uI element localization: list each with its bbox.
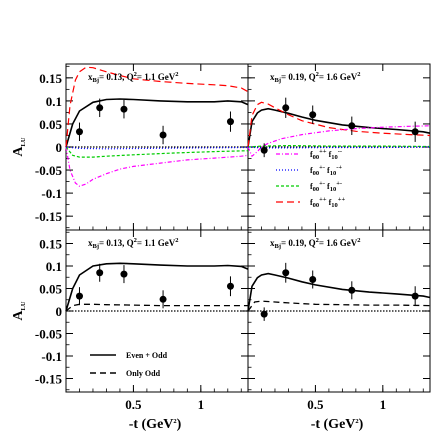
series-line (247, 125, 431, 158)
legend-label: f00++ f10++ (310, 196, 345, 209)
data-point (348, 286, 356, 294)
x-tick-label: 1 (380, 397, 387, 412)
data-point (75, 128, 83, 136)
y-tick-label: 0.15 (39, 237, 62, 252)
y-tick-label: 0.1 (46, 259, 62, 274)
y-axis-label: ALU (11, 301, 27, 320)
series-line (65, 262, 249, 312)
x-tick-label: 0.5 (307, 397, 324, 412)
data-point (309, 276, 317, 283)
series-line (247, 146, 431, 149)
y-tick-label: 0.05 (39, 282, 62, 297)
series-line (247, 272, 431, 312)
data-point (411, 128, 419, 136)
y-tick-label: -0.05 (35, 163, 63, 178)
data-point (75, 292, 83, 300)
data-point (159, 131, 167, 139)
series-line (65, 303, 248, 312)
panel-bottom-right: xBj= 0.19, Q2= 1.6 GeV2 (247, 230, 431, 392)
y-tick-label: 0.1 (46, 94, 62, 109)
legend-label: f00+- f10+- (310, 180, 342, 193)
data-point (282, 269, 290, 277)
x-tick-label: 1 (198, 397, 205, 412)
x-axis-label: -t (GeV2) (129, 417, 182, 432)
data-point (309, 111, 317, 119)
x-axis-label: -t (GeV2) (311, 417, 364, 432)
y-tick-label: -0.1 (41, 186, 62, 201)
data-point (226, 118, 234, 126)
y-tick-label: -0.15 (35, 372, 63, 387)
y-axis-label: ALU (11, 137, 27, 156)
panel-top-right: xBj= 0.19, Q2= 1.6 GeV2 f00++ f10-- f00+- … (247, 64, 431, 230)
legend-label: Only Odd (126, 369, 161, 378)
series-line (65, 66, 249, 148)
series-line (247, 144, 431, 148)
series-line (65, 98, 249, 148)
panel-annotation: xBj= 0.19, Q2= 1.6 GeV2 (270, 71, 361, 84)
data-point (159, 295, 167, 303)
series-line (247, 300, 431, 312)
series-line (65, 146, 249, 187)
legend-label: f00+- f10-+ (310, 164, 342, 177)
y-tick-label: 0 (56, 140, 63, 155)
y-tick-label: -0.1 (41, 349, 62, 364)
y-tick-label: 0.05 (39, 117, 62, 132)
data-point (120, 270, 128, 278)
y-tick-label: 0.15 (39, 71, 62, 86)
data-point (96, 269, 104, 277)
data-point (348, 122, 356, 130)
series-line (247, 107, 431, 148)
data-point (260, 310, 268, 318)
panel-annotation: xBj= 0.13, Q2= 1.1 GeV2 (88, 71, 179, 84)
panel-bottom-left: xBj= 0.13, Q2= 1.1 GeV2 Even + Odd Only Od… (65, 230, 249, 392)
panel-annotation: xBj= 0.13, Q2= 1.1 GeV2 (88, 237, 179, 250)
data-point (260, 146, 268, 154)
data-point (411, 292, 419, 300)
y-tick-label: -0.05 (35, 327, 63, 342)
data-point (226, 282, 234, 290)
series-line (247, 101, 431, 148)
data-point (120, 105, 128, 113)
series-line (65, 146, 249, 150)
legend-label: f00++ f10-- (310, 148, 342, 161)
y-tick-label: 0 (56, 304, 63, 319)
legend-label: Even + Odd (126, 351, 168, 360)
y-tick-label: -0.15 (35, 209, 63, 224)
x-tick-label: 0.5 (125, 397, 142, 412)
panel-annotation: xBj= 0.19, Q2= 1.6 GeV2 (270, 237, 361, 250)
data-point (96, 104, 104, 112)
data-point (282, 104, 290, 112)
panel-top-left: xBj= 0.13, Q2= 1.1 GeV2 (65, 64, 249, 230)
